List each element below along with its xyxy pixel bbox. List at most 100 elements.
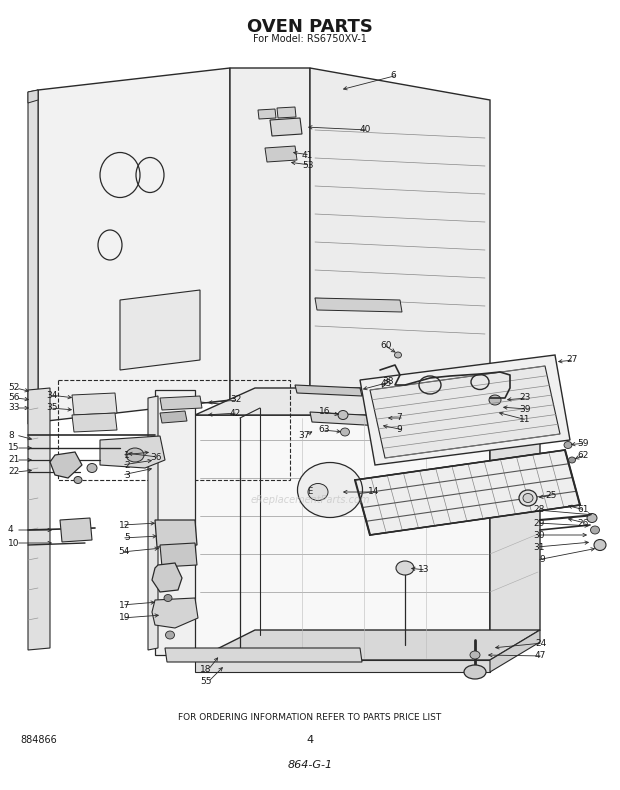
Text: 18: 18 xyxy=(200,665,211,675)
Text: 2: 2 xyxy=(125,461,130,469)
Polygon shape xyxy=(100,436,165,468)
Polygon shape xyxy=(277,107,296,118)
Text: 4: 4 xyxy=(306,735,314,745)
Polygon shape xyxy=(28,90,38,103)
Ellipse shape xyxy=(164,595,172,601)
Polygon shape xyxy=(295,385,362,396)
Text: 41: 41 xyxy=(302,151,313,160)
Text: eReplacementParts.com: eReplacementParts.com xyxy=(250,495,370,505)
Polygon shape xyxy=(370,388,392,400)
Polygon shape xyxy=(265,146,297,162)
Polygon shape xyxy=(60,518,92,542)
Text: 37: 37 xyxy=(298,431,309,439)
Ellipse shape xyxy=(569,457,575,463)
Polygon shape xyxy=(155,520,197,547)
Ellipse shape xyxy=(587,514,597,522)
Ellipse shape xyxy=(396,561,414,575)
Ellipse shape xyxy=(126,448,144,462)
Text: OVEN PARTS: OVEN PARTS xyxy=(247,18,373,36)
Text: 22: 22 xyxy=(8,468,19,476)
Text: 864-G-1: 864-G-1 xyxy=(288,760,332,770)
Text: 15: 15 xyxy=(8,443,19,453)
Text: 10: 10 xyxy=(8,539,19,547)
Text: 52: 52 xyxy=(8,383,19,393)
Text: 4: 4 xyxy=(8,525,14,535)
Text: 13: 13 xyxy=(418,566,430,574)
Polygon shape xyxy=(230,68,310,400)
Ellipse shape xyxy=(519,490,537,506)
Polygon shape xyxy=(160,396,202,410)
Text: 33: 33 xyxy=(8,404,19,412)
Polygon shape xyxy=(28,388,50,650)
Text: 59: 59 xyxy=(577,438,588,447)
Polygon shape xyxy=(480,385,520,405)
Ellipse shape xyxy=(564,442,572,449)
Ellipse shape xyxy=(363,384,377,396)
Polygon shape xyxy=(195,415,490,660)
Text: 14: 14 xyxy=(368,487,379,496)
Text: 36: 36 xyxy=(150,453,161,461)
Ellipse shape xyxy=(87,464,97,472)
Text: E: E xyxy=(308,487,312,496)
Text: 34: 34 xyxy=(46,390,58,400)
Polygon shape xyxy=(72,393,117,415)
Text: 29: 29 xyxy=(534,518,545,528)
Text: 39: 39 xyxy=(519,404,531,413)
Polygon shape xyxy=(310,412,382,426)
Ellipse shape xyxy=(338,411,348,419)
Text: 17: 17 xyxy=(118,600,130,610)
Text: 40: 40 xyxy=(360,126,371,134)
Text: 47: 47 xyxy=(535,652,546,660)
Ellipse shape xyxy=(74,476,82,483)
Ellipse shape xyxy=(340,428,350,436)
Polygon shape xyxy=(360,355,570,465)
Text: 60: 60 xyxy=(381,340,392,349)
Text: For Model: RS6750XV-1: For Model: RS6750XV-1 xyxy=(253,34,367,44)
Polygon shape xyxy=(152,563,182,592)
Ellipse shape xyxy=(308,483,328,501)
Ellipse shape xyxy=(394,352,402,358)
Polygon shape xyxy=(152,598,198,628)
Text: 38: 38 xyxy=(382,378,394,386)
Text: 9: 9 xyxy=(396,426,402,434)
Text: 62: 62 xyxy=(577,450,588,460)
Text: 16: 16 xyxy=(319,408,330,416)
Text: 884866: 884866 xyxy=(20,735,57,745)
Ellipse shape xyxy=(399,427,411,437)
Text: 7: 7 xyxy=(396,413,402,423)
Polygon shape xyxy=(270,118,302,136)
Text: 1: 1 xyxy=(124,450,130,460)
Text: 11: 11 xyxy=(519,416,531,424)
Text: 30: 30 xyxy=(533,531,545,540)
Polygon shape xyxy=(258,109,276,119)
Text: 26: 26 xyxy=(577,518,588,528)
Polygon shape xyxy=(195,388,540,415)
Text: 28: 28 xyxy=(534,506,545,514)
Ellipse shape xyxy=(590,526,600,534)
Text: 24: 24 xyxy=(535,638,546,648)
Polygon shape xyxy=(165,648,362,662)
Text: 42: 42 xyxy=(230,408,241,417)
Polygon shape xyxy=(72,413,117,432)
Ellipse shape xyxy=(380,388,390,397)
Polygon shape xyxy=(355,450,580,535)
Polygon shape xyxy=(310,68,490,415)
Text: 27: 27 xyxy=(566,356,577,364)
Polygon shape xyxy=(155,390,195,655)
Polygon shape xyxy=(120,290,200,370)
Text: 53: 53 xyxy=(302,160,314,170)
Polygon shape xyxy=(160,543,197,567)
Text: 9: 9 xyxy=(539,555,545,565)
Ellipse shape xyxy=(470,651,480,659)
Polygon shape xyxy=(195,630,540,660)
Polygon shape xyxy=(315,298,402,312)
Ellipse shape xyxy=(166,631,174,639)
Polygon shape xyxy=(50,452,82,478)
Polygon shape xyxy=(28,90,38,424)
Polygon shape xyxy=(148,396,158,650)
Text: 19: 19 xyxy=(118,614,130,623)
Text: 8: 8 xyxy=(8,431,14,439)
Polygon shape xyxy=(38,68,230,422)
Text: 32: 32 xyxy=(230,396,241,404)
Text: 63: 63 xyxy=(319,426,330,434)
